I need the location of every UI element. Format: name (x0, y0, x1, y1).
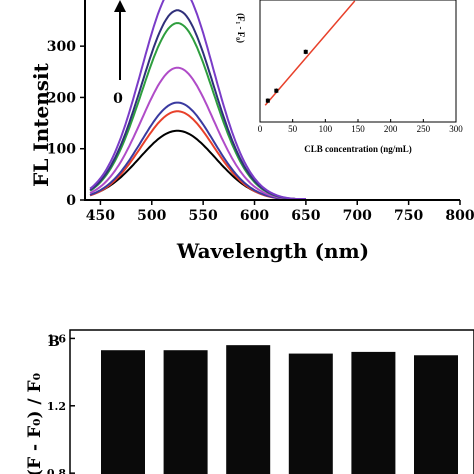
bar-y-tick-label: 0.8 (47, 467, 66, 474)
spectra-x-tick-label: 500 (137, 208, 166, 224)
panel-b-label: B (48, 334, 60, 350)
inset-x-tick-label: 100 (319, 124, 333, 134)
spectra-x-tick-label: 800 (445, 208, 474, 224)
spectrum-line-3 (89, 101, 306, 200)
bar-plot-frame (69, 329, 474, 474)
inset-plot (264, 0, 356, 106)
spectra-x-tick-label: 750 (394, 208, 423, 224)
inset-x-tick-label: 250 (417, 124, 431, 134)
bar-3 (226, 345, 271, 474)
bar-4 (288, 353, 333, 474)
spectrum-line-2 (89, 110, 306, 200)
spectra-x-tick-label: 650 (291, 208, 320, 224)
inset-x-tick-label: 0 (258, 124, 263, 134)
inset-data-point (265, 98, 270, 103)
bar-5 (351, 351, 396, 474)
inset-x-ticks: 0 50 100 150 200 250 300 (258, 119, 463, 134)
spectra-y-tick-label: 300 (47, 39, 76, 55)
inset-x-tick-label: 300 (449, 124, 463, 134)
spectra-y-tick-label: 0 (66, 193, 76, 209)
inset-data-point (303, 49, 308, 54)
bars (101, 345, 458, 474)
spectra-axes (84, 0, 460, 201)
spectra-x-tick-label: 700 (343, 208, 372, 224)
spectra-x-tick-label: 450 (86, 208, 115, 224)
calibration-inset: (F₁ - F₀) CLB concentration (ng/mL) 0 50 1… (236, 0, 463, 154)
spectra-y-axis-label: FL Intensit (29, 62, 53, 186)
spectra-x-tick-label: 550 (189, 208, 218, 224)
inset-data-point (274, 88, 279, 93)
inset-x-axis-label: CLB concentration (ng/mL) (304, 144, 412, 154)
inset-x-tick-label: 50 (288, 124, 298, 134)
inset-x-tick-label: 150 (351, 124, 365, 134)
spectra-y-tick-label: 100 (47, 142, 76, 158)
bar-y-axis-label: (F - F₀) / F₀ (25, 373, 45, 474)
bar-1 (101, 350, 145, 474)
inset-fit-line (264, 0, 356, 106)
inset-x-tick-label: 200 (384, 124, 398, 134)
inset-frame (259, 0, 457, 123)
bar-y-tick-label: 1.6 (47, 332, 66, 345)
arrow-start-label: 0 (113, 91, 123, 107)
spectra-x-axis-label: Wavelength (nm) (176, 239, 369, 263)
spectra-y-ticks: 0 100 200 300 (47, 39, 85, 209)
spectrum-line-7 (89, 0, 306, 200)
spectra-curves (89, 0, 306, 200)
arrow-head (114, 0, 126, 12)
bar-2 (163, 350, 208, 474)
spectra-y-tick-label: 200 (47, 90, 76, 106)
spectra-x-ticks: 450 500 550 600 650 700 750 800 (86, 200, 474, 224)
inset-y-axis-label: (F₁ - F₀) (236, 13, 246, 43)
bar-y-ticks: 1.6 1.2 0.8 (47, 332, 75, 474)
concentration-arrow: 0 (113, 0, 126, 107)
spectra-chart: FL Intensit Wavelength (nm) 450 500 550 600… (29, 0, 474, 263)
bar-6 (414, 355, 458, 474)
bar-y-tick-label: 1.2 (47, 400, 66, 413)
spectra-x-tick-label: 600 (240, 208, 269, 224)
bar-chart-panel-b: B (F - F₀) / F₀ 1.6 1.2 0.8 (25, 329, 474, 474)
spectrum-line-4 (89, 66, 306, 200)
